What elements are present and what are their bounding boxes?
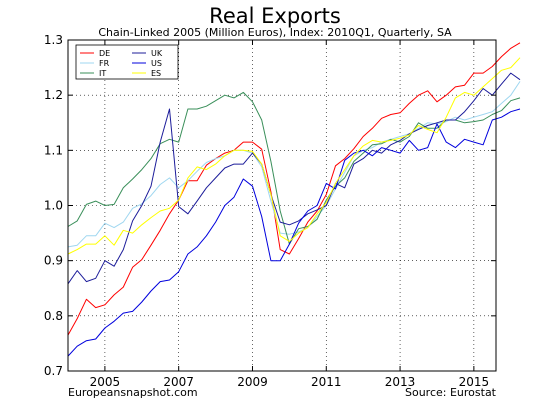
x-tick-label: 2005 xyxy=(90,375,121,389)
x-tick-label: 2011 xyxy=(311,375,342,389)
series-lines xyxy=(67,42,521,357)
chart-title: Real Exports xyxy=(209,4,341,28)
legend-label-it: IT xyxy=(99,69,106,78)
y-tick-label: 1.0 xyxy=(44,199,63,213)
y-tick-label: 0.7 xyxy=(44,364,63,378)
source-right: Source: Eurostat xyxy=(405,386,497,399)
x-tick-label: 2013 xyxy=(385,375,416,389)
legend-label-es: ES xyxy=(151,69,161,78)
chart-subtitle: Chain-Linked 2005 (Million Euros), Index… xyxy=(98,26,452,39)
legend-label-fr: FR xyxy=(99,59,110,68)
gridlines xyxy=(68,39,496,372)
axis-ticks: 0.7 0.8 0.9 1.0 1.1 1.2 1.3 2005 2007 2009 2011 201… xyxy=(44,33,496,389)
y-tick-label: 0.9 xyxy=(44,254,63,268)
series-line-fr xyxy=(67,81,521,248)
series-line-de xyxy=(67,42,521,336)
x-tick-label: 2009 xyxy=(237,375,268,389)
legend-label-us: US xyxy=(151,59,162,68)
source-left: Europeansnapshot.com xyxy=(68,386,198,399)
series-line-us xyxy=(67,108,521,357)
x-tick-label: 2015 xyxy=(459,375,490,389)
y-tick-label: 1.1 xyxy=(44,143,63,157)
y-tick-label: 1.3 xyxy=(44,33,63,47)
legend-box xyxy=(75,44,179,80)
y-tick-label: 1.2 xyxy=(44,88,63,102)
series-line-es xyxy=(67,57,521,255)
legend-label-de: DE xyxy=(99,49,110,58)
series-line-it xyxy=(67,91,521,245)
y-tick-label: 0.8 xyxy=(44,309,63,323)
legend-label-uk: UK xyxy=(151,49,163,58)
x-tick-label: 2007 xyxy=(163,375,194,389)
